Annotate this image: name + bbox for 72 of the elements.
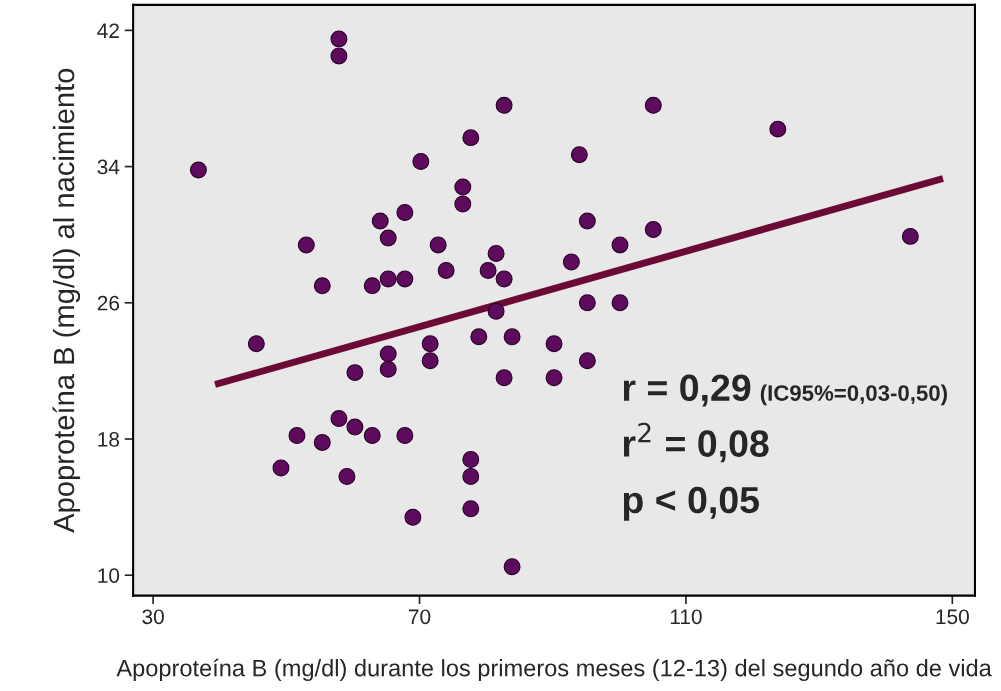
y-tick-label: 18 <box>98 432 120 447</box>
point <box>495 369 513 387</box>
point <box>396 427 414 445</box>
point <box>644 96 662 114</box>
point <box>189 161 207 179</box>
point <box>462 467 480 485</box>
y-tick-label: 34 <box>97 159 120 175</box>
point <box>429 236 447 254</box>
y-tick-label: 26 <box>97 295 120 311</box>
point <box>470 328 488 346</box>
point <box>330 410 348 428</box>
point <box>454 195 472 213</box>
point <box>901 227 919 245</box>
y-tick-label: 42 <box>97 23 119 38</box>
point <box>363 277 381 295</box>
point <box>297 236 315 254</box>
y-axis-title: Apoproteína B (mg/dl) al nacimiento <box>52 68 81 533</box>
point <box>346 364 364 382</box>
point <box>487 302 505 320</box>
point <box>379 360 397 378</box>
point <box>487 244 505 262</box>
point <box>272 459 290 477</box>
x-tick-label: 150 <box>936 609 969 625</box>
annotation: r$^{2}$ = 0,08 <box>623 422 769 463</box>
point <box>769 120 787 138</box>
point <box>578 294 596 312</box>
point <box>363 427 381 445</box>
point <box>421 335 439 353</box>
point <box>462 500 480 518</box>
point <box>611 236 629 254</box>
point <box>330 30 348 48</box>
x-axis-title: Apoproteína B (mg/dl) durante los primeros meses (12-13) del segundo año de vida <box>116 658 992 682</box>
annotation: (IC95%=0,03-0,50) <box>760 384 947 406</box>
point <box>479 261 497 279</box>
point <box>454 178 472 196</box>
point <box>346 418 364 436</box>
point <box>313 433 331 451</box>
x-tick-label: 70 <box>409 609 431 625</box>
point <box>421 352 439 370</box>
point <box>437 261 455 279</box>
point <box>462 129 480 147</box>
point <box>330 47 348 65</box>
point <box>578 212 596 230</box>
point <box>247 335 265 353</box>
point <box>412 153 430 170</box>
point <box>288 427 306 445</box>
y-tick-label: 10 <box>98 568 120 583</box>
annotation: p < 0,05 <box>623 486 759 521</box>
point <box>396 204 414 222</box>
point <box>503 558 521 576</box>
point <box>371 212 389 230</box>
point <box>379 229 397 247</box>
point <box>562 253 580 271</box>
point <box>545 335 563 353</box>
point <box>545 369 563 387</box>
point <box>313 277 331 295</box>
point <box>503 328 521 346</box>
point <box>495 96 513 114</box>
point <box>578 352 596 370</box>
point <box>338 467 356 485</box>
point <box>379 345 397 363</box>
point <box>396 270 414 288</box>
point <box>379 270 397 288</box>
point <box>495 270 513 288</box>
x-tick-label: 110 <box>670 609 702 625</box>
annotation: r = 0,29 <box>623 374 751 407</box>
point <box>644 221 662 239</box>
x-tick-label: 30 <box>142 609 164 625</box>
point <box>404 508 422 526</box>
point <box>570 146 588 164</box>
point <box>611 294 629 312</box>
point <box>462 450 480 468</box>
